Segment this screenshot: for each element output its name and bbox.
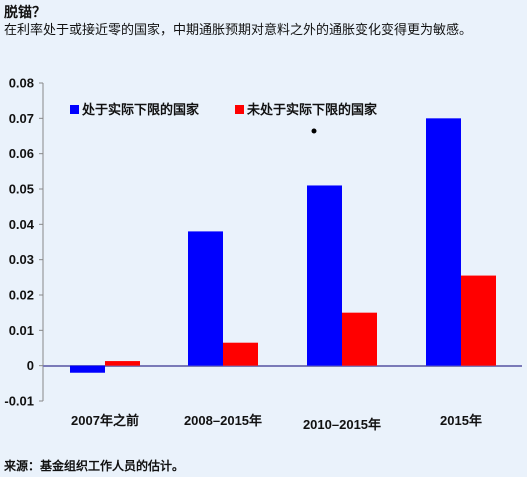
y-tick-label: 0.07 (9, 111, 34, 126)
category-label: 2010–2015年 (303, 417, 381, 432)
legend-swatch (235, 105, 244, 114)
bar-zlb-3 (426, 118, 461, 366)
y-tick-label: 0.04 (9, 217, 35, 232)
bar-zlb-1 (188, 231, 223, 366)
chart-title: 脱锚？ (4, 5, 46, 21)
y-tick-label: 0.08 (9, 76, 34, 91)
category-label: 2008–2015年 (184, 413, 262, 428)
bar-non-zlb-1 (223, 342, 258, 366)
y-tick-group: 0.08 0.07 0.06 0.05 0.04 0.03 0.02 0.01 0 -0.01 (4, 76, 43, 409)
y-tick-label: 0.03 (9, 252, 34, 267)
bar-non-zlb-3 (461, 275, 496, 366)
stray-dot (311, 128, 317, 134)
legend-label: 处于实际下限的国家 (81, 102, 200, 117)
bar-zlb-0 (70, 365, 105, 373)
legend-swatch (70, 105, 79, 114)
source-note: 来源：基金组织工作人员的估计。 (4, 459, 185, 473)
y-tick-label: 0.02 (9, 288, 34, 303)
legend: 处于实际下限的国家 未处于实际下限的国家 (70, 102, 378, 117)
legend-label: 未处于实际下限的国家 (246, 102, 378, 117)
category-label-group: 2007年之前 2008–2015年 2010–2015年 2015年 (71, 413, 482, 432)
y-tick-label: 0.01 (9, 323, 34, 338)
bar-non-zlb-0 (105, 361, 140, 366)
bar-non-zlb-2 (342, 312, 377, 366)
y-tick-label: -0.01 (4, 394, 34, 409)
category-label: 2007年之前 (71, 413, 139, 428)
bar-zlb-2 (307, 185, 342, 366)
chart-subtitle: 在利率处于或接近零的国家，中期通胀预期对意料之外的通胀变化变得更为敏感。 (4, 23, 473, 38)
y-tick-label: 0.05 (9, 182, 34, 197)
bar-group (70, 118, 496, 373)
category-label: 2015年 (440, 413, 482, 428)
y-tick-label: 0.06 (9, 146, 34, 161)
y-tick-label: 0 (27, 358, 34, 373)
